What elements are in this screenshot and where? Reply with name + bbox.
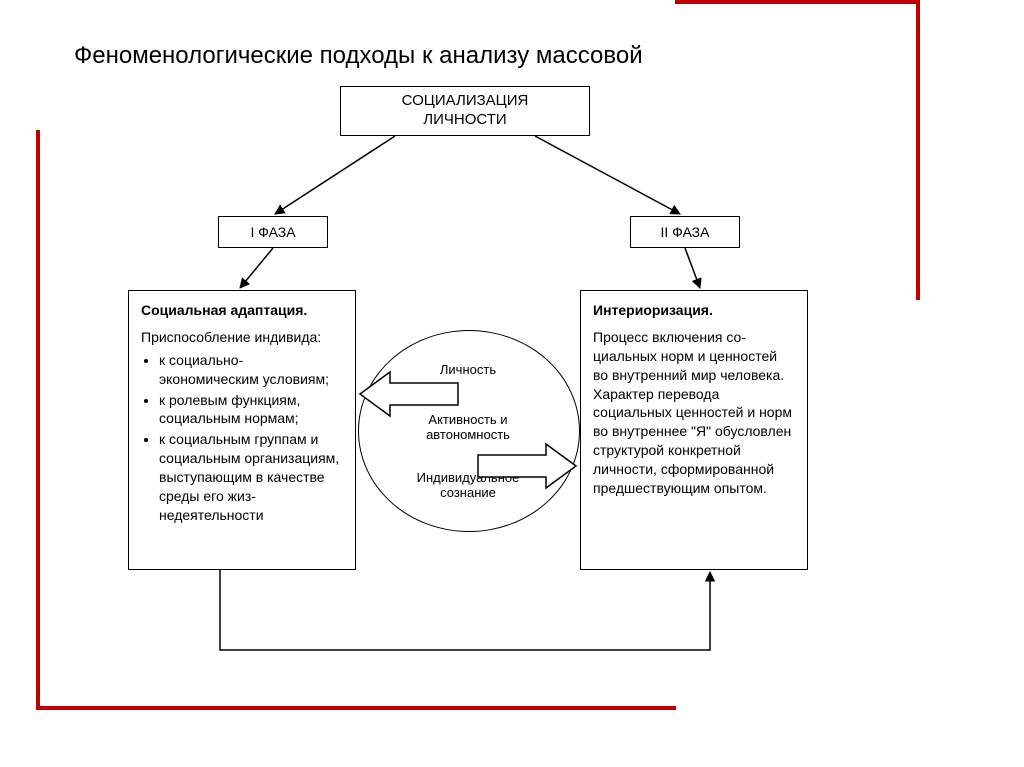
ellipse-label-1: Личность [398, 362, 538, 377]
panel-interiorization: Интериоризация. Процесс включения со­циа… [580, 290, 808, 570]
ellipse-label-3: Индивидуальное сознание [398, 470, 538, 500]
node-socialization-line2: ЛИЧНОСТИ [402, 111, 529, 130]
panel-adaptation-title: Социальная адаптация. [141, 301, 343, 320]
node-phase-1: I ФАЗА [218, 216, 328, 248]
panel-interiorization-title: Интериоризация. [593, 301, 795, 320]
panel-adaptation-intro: Приспособление индивида: [141, 328, 343, 347]
list-item: к социальным группам и социальным органи… [159, 430, 343, 524]
red-line-h-bottom [36, 706, 676, 710]
panel-interiorization-body: Процесс включения со­циальных норм и цен… [593, 328, 795, 498]
panel-adaptation: Социальная адаптация. Приспособление инд… [128, 290, 356, 570]
node-socialization-line1: СОЦИАЛИЗАЦИЯ [402, 92, 529, 111]
panel-adaptation-list: к социально-экономическим услови­ям; к р… [141, 351, 343, 525]
page-title: Феноменологические подходы к анализу мас… [74, 42, 643, 70]
list-item: к ролевым функциям, социальным нормам; [159, 391, 343, 429]
red-line-h-top [675, 0, 920, 4]
node-socialization: СОЦИАЛИЗАЦИЯ ЛИЧНОСТИ [340, 86, 590, 136]
node-phase-2: II ФАЗА [630, 216, 740, 248]
ellipse-label-2: Активность и автономность [398, 412, 538, 442]
red-line-v-left [36, 130, 40, 710]
red-line-v-right [916, 0, 920, 300]
list-item: к социально-экономическим услови­ям; [159, 351, 343, 389]
